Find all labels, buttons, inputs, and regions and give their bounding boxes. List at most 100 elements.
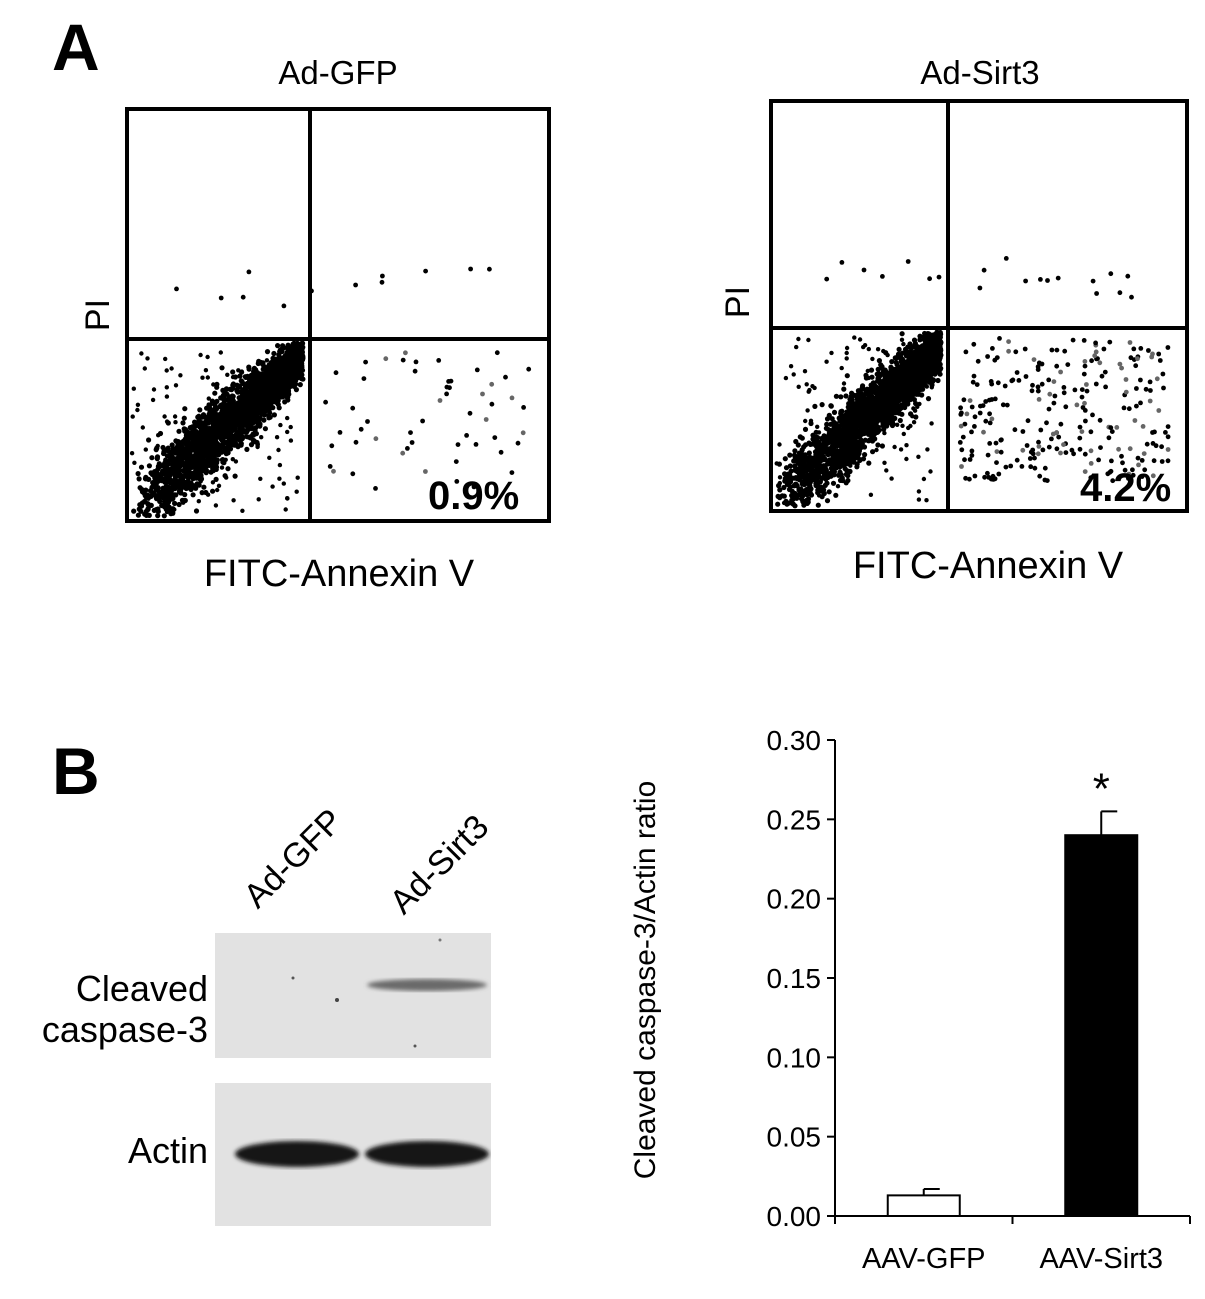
flow-event: [837, 477, 844, 483]
flow-event: [889, 372, 895, 378]
flow-event: [192, 419, 198, 425]
flow-event: [267, 378, 272, 383]
flow-event: [189, 464, 195, 470]
flow-event: [190, 492, 196, 498]
flow-event: [180, 420, 186, 426]
flow-event: [271, 412, 277, 418]
flow-event: [333, 370, 339, 376]
flow-event: [205, 420, 211, 426]
flow-event: [838, 394, 844, 400]
flow-event: [292, 378, 298, 384]
flow-plot-2-title: Ad-Sirt3: [920, 54, 1040, 91]
flow-event: [865, 431, 872, 437]
flow-event: [264, 349, 271, 355]
flow-event: [188, 482, 194, 488]
flow-event: [267, 414, 273, 420]
flow-event: [153, 447, 159, 453]
flow-event: [837, 469, 843, 475]
flow-event: [806, 450, 812, 456]
flow-event: [935, 377, 941, 384]
flow-event: [261, 407, 266, 412]
flow-event: [826, 412, 832, 418]
flow-event: [917, 333, 923, 339]
flow-event: [868, 367, 875, 373]
flow-event: [200, 375, 205, 380]
flow-event: [185, 457, 191, 463]
flow-event: [223, 457, 228, 462]
flow-event: [130, 414, 135, 419]
flow-event: [273, 377, 279, 383]
flow-event: [228, 387, 235, 393]
flow-event: [232, 413, 238, 419]
flow-event: [264, 371, 269, 376]
flow-plot-2-events: [774, 256, 1171, 509]
flow-event: [276, 371, 282, 377]
flow-event: [828, 465, 834, 471]
flow-event: [224, 440, 230, 446]
flow-event: [202, 425, 208, 431]
flow-event: [155, 486, 161, 492]
flow-event: [172, 485, 178, 492]
flow-event: [828, 403, 834, 409]
flow-event: [911, 337, 918, 343]
flow-event: [353, 439, 359, 445]
flow-event: [237, 425, 243, 432]
flow-event: [799, 435, 805, 441]
flow-event: [178, 373, 183, 378]
flow-event: [154, 456, 160, 462]
flow-event: [238, 434, 244, 440]
flow-event: [224, 475, 229, 480]
flow-event: [822, 482, 828, 488]
flow-event: [146, 437, 152, 443]
flow-event: [807, 465, 814, 471]
flow-event: [138, 464, 145, 470]
flow-event: [244, 373, 251, 379]
flow-event: [420, 418, 425, 424]
flow-event: [802, 426, 809, 432]
flow-event: [213, 430, 219, 437]
flow-event: [276, 405, 282, 411]
flow-event: [437, 398, 443, 403]
flow-event: [230, 457, 235, 462]
flow-event: [241, 409, 247, 416]
flow-event: [489, 401, 495, 407]
flow-event: [173, 383, 179, 388]
flow-event: [327, 464, 333, 469]
flow-event: [260, 379, 266, 385]
flow-event: [285, 371, 290, 376]
flow-event: [143, 447, 148, 452]
flow-event: [188, 433, 194, 439]
flow-event: [131, 386, 136, 391]
flow-event: [290, 366, 296, 372]
flow-event: [135, 407, 140, 413]
flow-event: [180, 455, 186, 461]
flow-event: [168, 496, 175, 502]
flow-event: [903, 353, 910, 359]
flow-event: [802, 468, 808, 474]
flow-event: [154, 470, 160, 476]
flow-event: [243, 416, 248, 421]
flow-event: [792, 491, 798, 497]
flow-event: [277, 476, 282, 481]
flow-event: [825, 427, 832, 433]
flow-event: [781, 484, 787, 491]
flow-event: [187, 425, 193, 431]
flow-event: [224, 404, 230, 410]
flow-event: [275, 393, 282, 399]
flow-plot-2-frame: [769, 99, 1189, 513]
flow-event: [893, 359, 899, 366]
flow-event: [281, 303, 287, 309]
flow-event: [163, 489, 168, 494]
flow-event: [174, 286, 179, 292]
flow-event: [177, 459, 183, 465]
flow-event: [257, 415, 263, 421]
flow-event: [181, 415, 187, 421]
flow-event: [162, 414, 167, 419]
flow-event: [494, 350, 500, 356]
flow-event: [830, 480, 837, 486]
flow-event: [405, 446, 410, 451]
flow-event: [285, 496, 290, 501]
flow-event: [249, 425, 255, 430]
flow-event: [896, 346, 902, 352]
flow-event: [937, 371, 943, 377]
